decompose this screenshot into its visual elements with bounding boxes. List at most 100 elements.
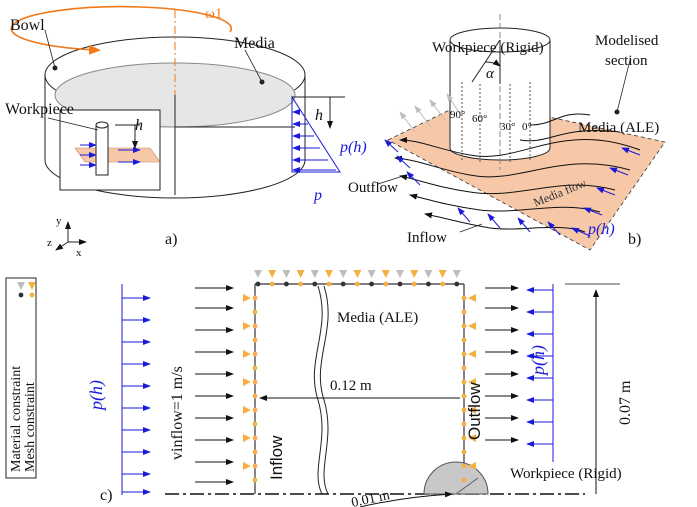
top-constraint-node bbox=[454, 281, 460, 287]
side-constraint-node bbox=[252, 295, 258, 301]
top-constraint-triangle bbox=[254, 270, 262, 278]
axis-z-label: z bbox=[47, 237, 52, 249]
outflow-label-b: Outflow bbox=[348, 180, 398, 196]
p-h-left: p(h) bbox=[86, 380, 107, 412]
p-h-label-a: p(h) bbox=[339, 139, 367, 156]
top-constraint-markers bbox=[254, 270, 461, 287]
side-constraint-triangle bbox=[468, 406, 476, 414]
constraint-legend: Material constraint Mesh constraint bbox=[5, 277, 38, 479]
v-inflow-label: vinflow=1 m/s bbox=[169, 366, 186, 460]
top-constraint-node bbox=[397, 281, 403, 287]
side-constraint-triangle bbox=[243, 350, 251, 358]
top-constraint-triangle bbox=[381, 270, 390, 278]
side-constraint-triangle bbox=[468, 322, 476, 330]
alpha-label: α bbox=[486, 66, 495, 82]
side-constraint-node bbox=[252, 435, 258, 441]
modelised-line2: section bbox=[605, 53, 648, 69]
side-constraint-node bbox=[252, 323, 258, 329]
side-constraint-node bbox=[252, 449, 258, 455]
outflow-velocity-arrows bbox=[485, 285, 519, 443]
panel-a-id: a) bbox=[165, 231, 177, 248]
coordinate-axes bbox=[55, 221, 87, 251]
side-constraint-triangle bbox=[468, 294, 476, 302]
side-constraint-node bbox=[252, 477, 258, 483]
side-constraint-triangle bbox=[243, 378, 251, 386]
dim-012-label: 0.12 m bbox=[330, 378, 372, 394]
side-constraint-node bbox=[252, 463, 258, 469]
side-constraint-triangle bbox=[468, 378, 476, 386]
top-constraint-triangle bbox=[452, 270, 461, 278]
media-label-a: Media bbox=[234, 35, 275, 52]
side-constraint-node bbox=[461, 449, 467, 455]
side-constraint-triangle bbox=[243, 462, 251, 470]
side-constraint-triangle bbox=[243, 294, 251, 302]
top-constraint-node bbox=[269, 281, 275, 287]
side-constraint-node bbox=[461, 379, 467, 385]
legend-material: Material constraint bbox=[9, 366, 24, 472]
top-constraint-triangle bbox=[438, 270, 447, 278]
top-constraint-triangle bbox=[339, 270, 348, 278]
top-constraint-triangle bbox=[296, 270, 305, 278]
axis-x-label: x bbox=[76, 247, 82, 259]
top-constraint-triangle bbox=[310, 270, 319, 278]
panel-a: Bowl ω1 Media Workpiece h h p(h) p y z x… bbox=[5, 5, 367, 259]
top-constraint-node bbox=[340, 281, 346, 287]
angle-0: 0° bbox=[522, 121, 532, 133]
side-constraint-node bbox=[461, 365, 467, 371]
top-constraint-triangle bbox=[367, 270, 376, 278]
side-constraint-node bbox=[461, 295, 467, 301]
side-constraint-triangle bbox=[468, 434, 476, 442]
side-constraint-node bbox=[461, 477, 467, 483]
workpiece-label-b: Workpiece (Rigid) bbox=[432, 40, 544, 56]
top-constraint-node bbox=[284, 281, 289, 287]
inflow-velocity-arrows bbox=[195, 285, 234, 485]
top-constraint-node bbox=[411, 281, 417, 287]
inflow-label-c: Inflow bbox=[267, 435, 286, 480]
side-constraint-node bbox=[461, 309, 467, 315]
dim-001-arrow bbox=[359, 491, 453, 507]
outflow-label-c: Outflow bbox=[465, 382, 484, 440]
p-label-a: p bbox=[313, 187, 322, 204]
workpiece-label-c: Workpiece (Rigid) bbox=[510, 466, 622, 482]
angle-60: 60° bbox=[472, 113, 487, 125]
inflow-blue-arrows-b bbox=[384, 139, 641, 237]
axis-y-label: y bbox=[56, 215, 62, 227]
side-constraint-node bbox=[461, 463, 467, 469]
top-constraint-triangle bbox=[353, 270, 362, 278]
dim-001-label: 0.01 m bbox=[350, 488, 391, 507]
inflow-label-b: Inflow bbox=[407, 230, 447, 246]
side-constraint-node bbox=[252, 337, 258, 343]
side-constraint-node bbox=[252, 421, 258, 427]
right-pressure-arrows bbox=[526, 284, 554, 462]
top-constraint-triangle bbox=[424, 270, 433, 278]
panel-c-id: c) bbox=[100, 487, 112, 504]
legend-mesh: Mesh constraint bbox=[23, 382, 38, 472]
media-ale-c: Media (ALE) bbox=[337, 310, 418, 326]
rotation-arrow bbox=[10, 5, 233, 55]
panel-c: Material constraint Mesh constraint bbox=[5, 270, 634, 507]
workpiece-cylinder-b bbox=[449, 14, 551, 170]
side-constraint-node bbox=[252, 351, 258, 357]
top-constraint-node bbox=[255, 281, 261, 287]
modelised-line1: Modelised bbox=[595, 33, 659, 49]
side-constraint-triangle bbox=[243, 322, 251, 330]
top-constraint-triangle bbox=[410, 270, 419, 278]
side-constraint-node bbox=[461, 337, 467, 343]
top-constraint-node bbox=[440, 281, 445, 287]
side-constraint-node bbox=[461, 323, 467, 329]
h-inner-label: h bbox=[135, 117, 143, 134]
angle-90: 90° bbox=[450, 109, 465, 121]
side-constraint-node bbox=[461, 351, 467, 357]
top-constraint-triangle bbox=[325, 270, 333, 278]
panel-b: Workpiece (Rigid) Modelised section α 90… bbox=[348, 14, 666, 251]
side-constraint-node bbox=[252, 365, 258, 371]
media-ale-b: Media (ALE) bbox=[578, 120, 659, 136]
p-h-right: p(h) bbox=[528, 345, 549, 377]
h-outer-label: h bbox=[315, 107, 323, 124]
top-constraint-triangle bbox=[396, 270, 404, 278]
pressure-profile-a bbox=[291, 95, 345, 173]
side-constraint-node bbox=[252, 379, 258, 385]
side-constraint-triangle bbox=[468, 350, 476, 358]
